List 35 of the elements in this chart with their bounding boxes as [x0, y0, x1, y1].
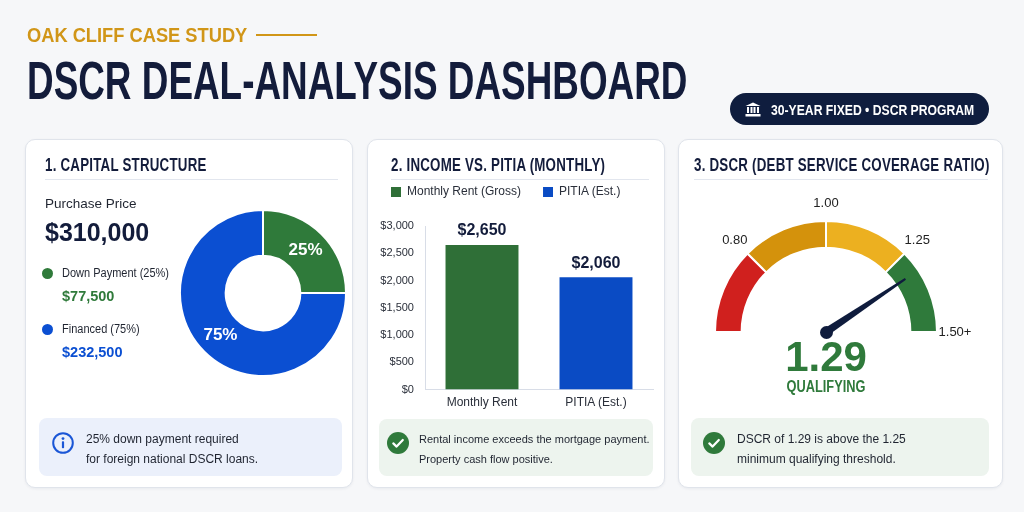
data-label: 25%: [288, 240, 323, 260]
chart-title: 3. DSCR (DEBT SERVICE COVERAGE RATIO): [694, 155, 990, 175]
y-tick-label: $1,500: [380, 300, 414, 313]
text: OAK CLIFF CASE STUDY: [27, 23, 248, 46]
text: $310,000: [45, 218, 150, 246]
text: DSCR DEAL-ANALYSIS DASHBOARD: [27, 50, 688, 110]
text: $232,500: [62, 343, 123, 360]
slice-label: 1.25: [904, 232, 930, 248]
y-tick-label: $1,000: [380, 328, 414, 341]
text: Rental income exceeds the mortgage payment. Property cash flow positive.: [419, 431, 650, 467]
text: 30-YEAR FIXED • DSCR PROGRAM: [771, 102, 975, 118]
slice-label: 0.80: [722, 232, 748, 248]
y-tick-label: $500: [389, 355, 414, 368]
legend-label: Down Payment (25%): [62, 265, 169, 280]
data-label: $2,060: [571, 253, 621, 271]
text: 1.29: [785, 333, 867, 380]
data-label: $2,650: [457, 221, 507, 239]
y-tick-label: $2,000: [380, 273, 414, 286]
y-tick-label: $2,500: [380, 246, 414, 259]
text: QUALIFYING: [786, 378, 866, 395]
legend-label: Monthly Rent (Gross): [407, 184, 522, 199]
chart-title: 2. INCOME VS. PITIA (MONTHLY): [391, 155, 606, 175]
y-tick-label: $3,000: [380, 219, 414, 232]
data-label: 75%: [203, 325, 238, 345]
legend-label: Financed (75%): [62, 321, 140, 336]
y-tick-label: $0: [401, 382, 414, 395]
legend-label: PITIA (Est.): [559, 184, 621, 199]
slice-label: 1.00: [813, 194, 839, 210]
chart-title: 1. CAPITAL STRUCTURE: [45, 155, 207, 175]
text: Purchase Price: [45, 196, 137, 211]
x-tick-label: Monthly Rent: [446, 395, 519, 410]
text: DSCR of 1.29 is above the 1.25 minimum qualifying threshold.: [737, 430, 906, 468]
text: 25% down payment required for foreign national DSCR loans.: [86, 430, 259, 468]
slice-label: 1.50+: [938, 323, 972, 339]
text: $77,500: [62, 287, 115, 304]
